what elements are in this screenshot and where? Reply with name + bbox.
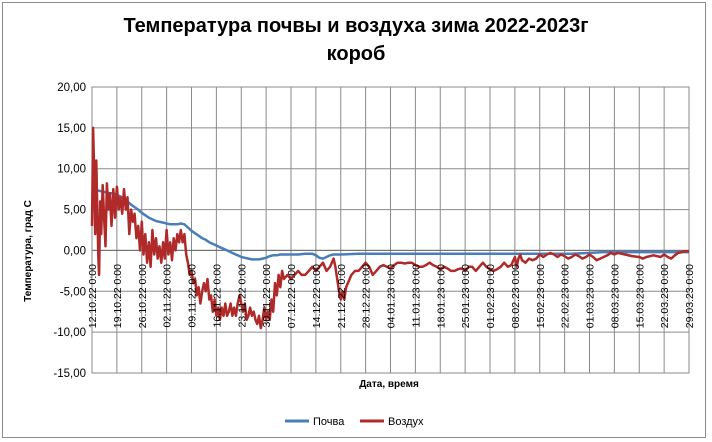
x-tick-label: 19.10.22 0:00 [112, 264, 124, 328]
y-tick-label: -10,00 [53, 327, 86, 339]
y-tick-label: -5,00 [60, 286, 86, 298]
y-tick-label: 20,00 [57, 82, 86, 94]
series-layer [90, 126, 689, 330]
y-tick-labels: 20,00 15,00 10,00 5,00 0,00 -5,00 -10,00 -15,00 [53, 82, 86, 380]
x-tick-label: 28.12.22 0:00 [361, 264, 373, 328]
axis-layer [91, 86, 690, 374]
x-tick-label: 16.11.22 0:00 [211, 264, 223, 328]
y-tick-label: 5,00 [64, 205, 86, 217]
chart-title-line1: Температура почвы и воздуха зима 2022-20… [123, 15, 589, 37]
x-tick-label: 01.03.23 0:00 [585, 264, 597, 328]
y-tick-label: 15,00 [57, 123, 86, 135]
x-tick-label: 11.01.23 0:00 [410, 264, 422, 328]
y-tick-label: 0,00 [64, 245, 86, 257]
x-tick-label: 02.11.22 0:00 [162, 264, 174, 328]
x-tick-label: 18.01.23 0:00 [435, 264, 447, 328]
x-tick-label: 08.03.23 0:00 [609, 264, 621, 328]
x-tick-label: 26.10.22 0:00 [137, 264, 149, 328]
x-axis-label: Дата, время [359, 379, 419, 390]
x-tick-label: 15.02.23 0:00 [535, 264, 547, 328]
x-tick-label: 07.12.22 0:00 [286, 264, 298, 328]
series-line-soil [91, 187, 689, 261]
series-line-air [90, 126, 689, 330]
plot-area-border [91, 86, 690, 374]
x-tick-label: 23.11.22 0:00 [236, 264, 248, 328]
chart-frame [2, 2, 706, 438]
legend-label: Почва [313, 416, 345, 428]
x-tick-label: 22.02.23 0:00 [560, 264, 572, 328]
x-tick-label: 12.10.22 0:00 [87, 264, 99, 328]
x-tick-label: 09.11.22 0:00 [187, 264, 199, 328]
x-tick-labels: 12.10.22 0:00 19.10.22 0:00 26.10.22 0:00 0… [87, 264, 696, 328]
x-tick-label: 22.03.23 0:00 [659, 264, 671, 328]
x-tick-label: 25.01.23 0:00 [460, 264, 472, 328]
x-tick-label: 21.12.22 0:00 [336, 264, 348, 328]
chart-title: Температура почвы и воздуха зима 2022-20… [0, 12, 712, 68]
x-tick-label: 08.02.23 0:00 [510, 264, 522, 328]
x-tick-label: 15.03.23 0:00 [634, 264, 646, 328]
x-tick-label: 30.11.22 0:00 [261, 264, 273, 328]
legend: Почва Воздух [285, 416, 424, 428]
chart-subtitle: короб [326, 43, 386, 65]
y-tick-label: -15,00 [53, 368, 86, 380]
x-tick-label: 04.01.23 0:00 [386, 264, 398, 328]
legend-label: Воздух [388, 416, 424, 428]
x-tick-label: 14.12.22 0:00 [311, 264, 323, 328]
y-axis-label: Температура, град С [23, 200, 34, 302]
x-tick-label: 29.03.23 0:00 [684, 264, 696, 328]
x-tick-label: 01.02.23 0:00 [485, 264, 497, 328]
y-tick-label: 10,00 [57, 164, 86, 176]
